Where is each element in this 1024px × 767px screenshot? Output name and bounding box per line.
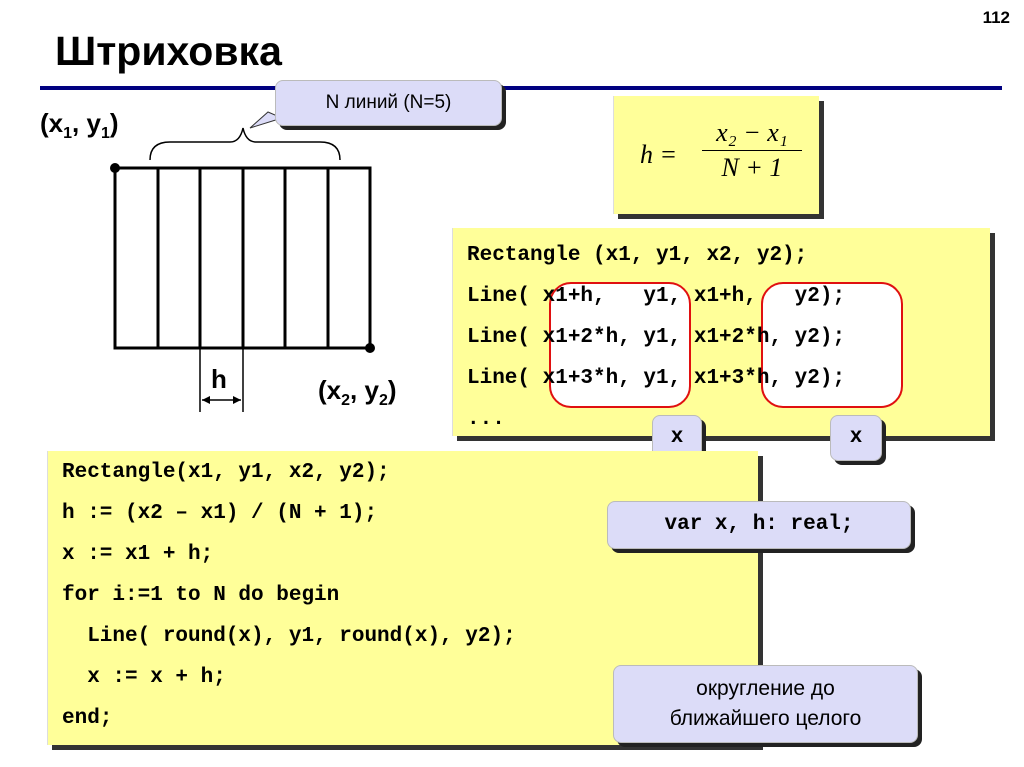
code-line: x := x + h; xyxy=(62,666,226,689)
code-line: end; xyxy=(62,707,113,730)
lines-callout: N линий (N=5) xyxy=(275,80,502,126)
highlight-x-end xyxy=(761,282,903,408)
var-callout: var x, h: real; xyxy=(607,501,911,549)
code-line: Rectangle (x1, y1, x2, y2); xyxy=(467,244,808,267)
formula-lhs: h = xyxy=(640,140,678,169)
code-line: Rectangle(x1, y1, x2, y2); xyxy=(62,461,390,484)
formula-numerator: x₂ − x₁ xyxy=(716,118,788,147)
point-bottom-right xyxy=(365,343,375,353)
arrowheads xyxy=(202,396,241,404)
highlight-x-start xyxy=(549,282,691,408)
code-line: h := (x2 – x1) / (N + 1); xyxy=(62,502,378,525)
slide-number: 112 xyxy=(982,8,1010,27)
top-left-label: (x1, y1) xyxy=(40,108,119,143)
point-top-left xyxy=(110,163,120,173)
code-line: x := x1 + h; xyxy=(62,543,214,566)
hatch-lines xyxy=(156,168,330,348)
round-callout: округление до ближайшего целого xyxy=(613,665,918,743)
code-line: Line( x1+3*h, y1, x1+3*h, y2); xyxy=(467,367,846,390)
code-example-box: Rectangle (x1, y1, x2, y2); Line( x1+h, … xyxy=(452,228,990,436)
brace xyxy=(149,127,341,161)
slide-title: Штриховка xyxy=(55,28,282,74)
round-callout-line: округление до xyxy=(696,677,835,700)
code-line: Line( x1+2*h, y1, x1+2*h, y2); xyxy=(467,326,846,349)
formula-box: h = x₂ − x₁ N + 1 xyxy=(613,96,819,214)
title-divider xyxy=(40,86,1002,90)
formula-fraction: x₂ − x₁ N + 1 xyxy=(702,118,802,183)
code-line: Line( round(x), y1, round(x), y2); xyxy=(62,625,516,648)
code-line: Line( x1+h, y1, x1+h, y2); xyxy=(467,285,846,308)
x-callout-right: x xyxy=(830,415,882,461)
code-line: ... xyxy=(467,408,505,431)
bottom-right-label: (x2, y2) xyxy=(318,375,397,410)
step-label: h xyxy=(211,364,227,394)
formula-denominator: N + 1 xyxy=(721,153,783,182)
round-callout-line: ближайшего целого xyxy=(669,707,862,730)
code-line: for i:=1 to N do begin xyxy=(62,584,340,607)
